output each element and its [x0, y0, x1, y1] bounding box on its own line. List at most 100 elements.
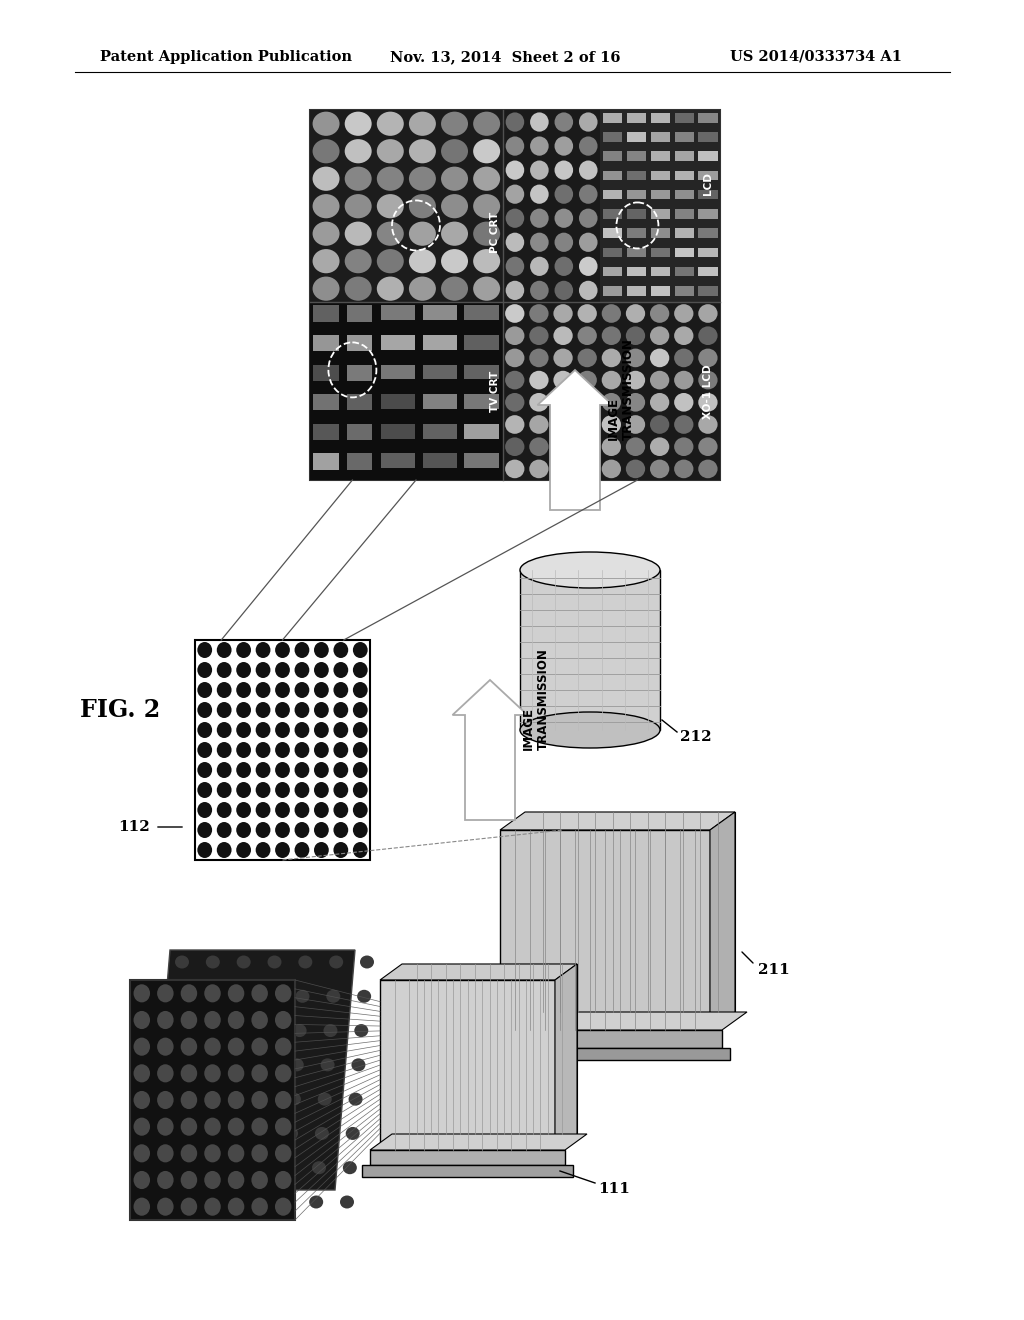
Ellipse shape [164, 1093, 177, 1106]
Ellipse shape [520, 552, 660, 587]
Ellipse shape [198, 781, 212, 799]
Ellipse shape [530, 136, 549, 156]
Ellipse shape [204, 1064, 221, 1082]
Ellipse shape [314, 722, 329, 738]
Ellipse shape [256, 1093, 270, 1106]
Bar [488, 1030, 722, 1048]
Ellipse shape [506, 256, 524, 276]
Ellipse shape [295, 722, 309, 738]
Ellipse shape [353, 663, 368, 678]
Ellipse shape [252, 1090, 268, 1109]
Ellipse shape [505, 416, 524, 434]
Bar [603, 170, 622, 181]
Bar [675, 267, 693, 276]
Ellipse shape [698, 371, 718, 389]
Ellipse shape [578, 459, 597, 478]
Ellipse shape [579, 209, 598, 228]
Ellipse shape [506, 185, 524, 203]
Ellipse shape [287, 1093, 301, 1106]
Bar [503, 110, 600, 302]
Bar [627, 209, 646, 219]
Ellipse shape [275, 842, 290, 858]
Ellipse shape [227, 985, 245, 1002]
Ellipse shape [530, 161, 549, 180]
Ellipse shape [217, 682, 231, 698]
Ellipse shape [228, 1059, 242, 1072]
Ellipse shape [345, 112, 372, 136]
Ellipse shape [275, 742, 290, 758]
Ellipse shape [555, 161, 573, 180]
Bar [675, 228, 693, 238]
Ellipse shape [334, 663, 348, 678]
Polygon shape [525, 812, 735, 1012]
Bar [370, 1150, 565, 1166]
Ellipse shape [252, 1064, 268, 1082]
Ellipse shape [317, 1093, 332, 1106]
Bar [313, 364, 339, 381]
Ellipse shape [579, 161, 598, 180]
Ellipse shape [354, 1024, 369, 1038]
Ellipse shape [698, 348, 718, 367]
Ellipse shape [343, 1162, 356, 1175]
Bar [362, 1166, 573, 1177]
Ellipse shape [133, 1090, 151, 1109]
Ellipse shape [351, 1059, 366, 1072]
Ellipse shape [529, 304, 549, 323]
Ellipse shape [340, 1196, 354, 1209]
Ellipse shape [157, 1197, 174, 1216]
Ellipse shape [650, 416, 670, 434]
Ellipse shape [602, 348, 621, 367]
Bar [423, 335, 457, 350]
Ellipse shape [198, 663, 212, 678]
Ellipse shape [227, 1090, 245, 1109]
Ellipse shape [334, 762, 348, 777]
Ellipse shape [296, 990, 309, 1003]
Ellipse shape [626, 304, 645, 323]
Bar [627, 132, 646, 141]
Ellipse shape [377, 166, 403, 191]
Polygon shape [555, 964, 577, 1150]
Ellipse shape [327, 990, 340, 1003]
Ellipse shape [188, 1162, 203, 1175]
Ellipse shape [505, 304, 524, 323]
Ellipse shape [579, 232, 598, 252]
Ellipse shape [275, 1038, 292, 1056]
Bar [381, 364, 415, 379]
Ellipse shape [698, 304, 718, 323]
Ellipse shape [441, 139, 468, 164]
Ellipse shape [650, 304, 670, 323]
Ellipse shape [252, 1118, 268, 1135]
Ellipse shape [282, 1162, 295, 1175]
Ellipse shape [345, 277, 372, 301]
Bar [310, 302, 503, 480]
Bar [698, 114, 718, 123]
Ellipse shape [295, 822, 309, 838]
Ellipse shape [409, 222, 436, 246]
Ellipse shape [377, 249, 403, 273]
Ellipse shape [198, 1059, 211, 1072]
Ellipse shape [530, 281, 549, 300]
Ellipse shape [345, 222, 372, 246]
Ellipse shape [217, 762, 231, 777]
Ellipse shape [530, 232, 549, 252]
Ellipse shape [626, 416, 645, 434]
Ellipse shape [314, 842, 329, 858]
Ellipse shape [698, 326, 718, 345]
Bar [313, 453, 339, 470]
Ellipse shape [530, 112, 549, 132]
Ellipse shape [252, 1011, 268, 1030]
Ellipse shape [204, 1171, 221, 1189]
Bar [675, 170, 693, 181]
Ellipse shape [346, 1127, 359, 1140]
Ellipse shape [256, 822, 270, 838]
Ellipse shape [275, 1197, 292, 1216]
Ellipse shape [553, 326, 572, 345]
Bar [650, 132, 670, 141]
Ellipse shape [555, 185, 573, 203]
Ellipse shape [252, 985, 268, 1002]
Text: Patent Application Publication: Patent Application Publication [100, 50, 352, 63]
Ellipse shape [198, 803, 212, 818]
Ellipse shape [334, 702, 348, 718]
Ellipse shape [275, 1090, 292, 1109]
Ellipse shape [698, 393, 718, 412]
